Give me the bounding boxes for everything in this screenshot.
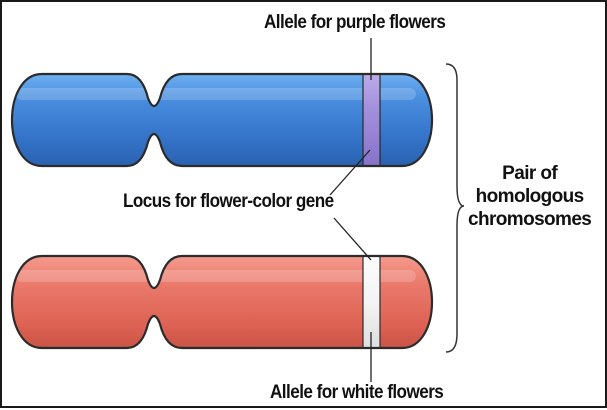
- label-allele-white: Allele for white flowers: [270, 382, 444, 403]
- label-locus: Locus for flower-color gene: [123, 191, 334, 212]
- label-allele-purple: Allele for purple flowers: [264, 12, 446, 33]
- label-homologous-pair: Pair of homologous chromosomes: [468, 162, 592, 232]
- label-pair-line1: Pair of: [502, 163, 558, 184]
- leader-locus-top: [329, 149, 371, 196]
- allele-purple-band: [362, 74, 381, 166]
- chromosome-bottom-highlight: [16, 270, 416, 282]
- leader-locus-bottom: [333, 217, 372, 261]
- label-pair-line3: chromosomes: [468, 209, 592, 231]
- chromosome-top: [10, 72, 434, 168]
- homologous-pair-bracket: [445, 63, 465, 353]
- label-pair-line2: homologous: [475, 186, 585, 208]
- allele-white-band: [362, 256, 381, 348]
- chromosome-top-highlight: [16, 88, 416, 100]
- chromosome-bottom-body: [12, 256, 432, 348]
- chromosome-top-body: [12, 74, 432, 166]
- chromosome-bottom: [10, 254, 434, 350]
